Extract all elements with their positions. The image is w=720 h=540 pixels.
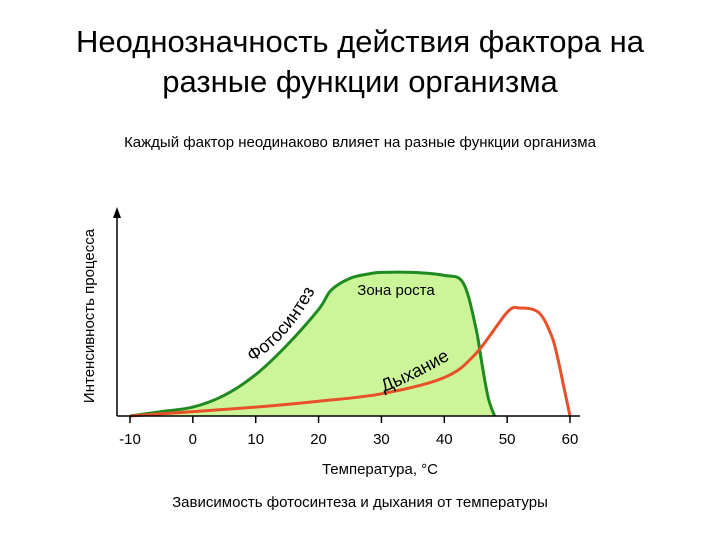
- x-tick-label: 50: [499, 431, 516, 448]
- x-tick-label: 30: [373, 431, 390, 448]
- y-axis-arrow: [113, 207, 121, 218]
- x-tick-label: 20: [310, 431, 327, 448]
- x-tick-label: 10: [247, 431, 264, 448]
- x-tick-label: 0: [189, 431, 197, 448]
- x-tick-label: 40: [436, 431, 453, 448]
- photosynthesis-area: [130, 272, 495, 416]
- growth-zone-label: Зона роста: [357, 282, 435, 299]
- page-title: Неоднозначность действия фактора на разн…: [0, 22, 720, 102]
- y-axis-label: Интенсивность процесса: [81, 228, 98, 403]
- x-tick-label: 60: [562, 431, 579, 448]
- title-line-2: разные функции организма: [162, 64, 558, 99]
- photosynthesis-curve: [129, 270, 497, 418]
- chart-subtitle: Каждый фактор неодинаково влияет на разн…: [124, 134, 596, 151]
- title-line-1: Неоднозначность действия фактора на: [76, 24, 644, 59]
- x-axis-label: Температура, °С: [322, 461, 438, 478]
- respiration-curve: [129, 305, 572, 418]
- x-tick-label: -10: [119, 431, 141, 448]
- chart-caption: Зависимость фотосинтеза и дыхания от тем…: [172, 494, 548, 511]
